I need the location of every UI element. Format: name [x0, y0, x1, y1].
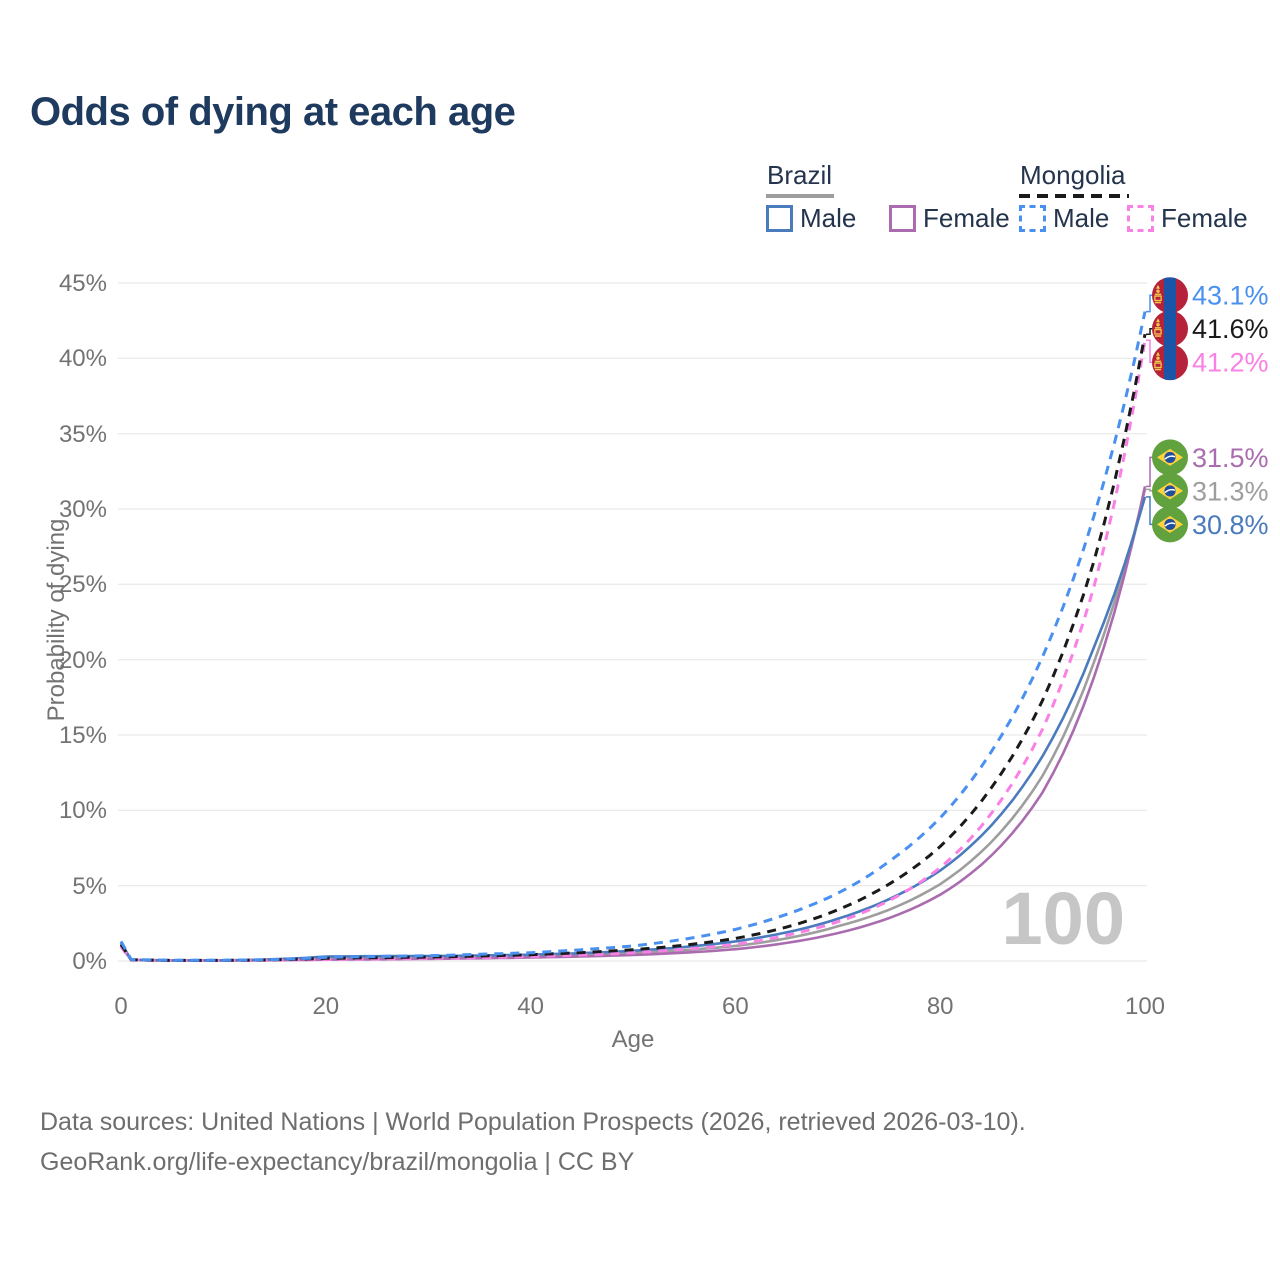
end-label-value-mongolia-total: 41.6% [1192, 314, 1269, 344]
end-label-connector [1146, 456, 1154, 488]
y-tick-label: 30% [58, 496, 107, 523]
legend-swatch [889, 205, 916, 232]
y-tick-label: 5% [72, 872, 107, 900]
mongolia-flag-icon [1152, 310, 1188, 347]
y-tick-label: 15% [58, 722, 107, 749]
mongolia-flag-icon [1152, 277, 1188, 314]
x-tick-label: 100 [1124, 993, 1166, 1020]
x-axis-title: Age [611, 1026, 655, 1053]
end-label-value-brazil-female: 31.5% [1192, 443, 1269, 473]
legend-item-brazil-male[interactable]: Male [766, 203, 856, 234]
series-line-brazil-total [119, 489, 1147, 962]
chart-title: Odds of dying at each age [30, 90, 516, 134]
x-tick-label: 20 [312, 993, 340, 1020]
legend-mongolia-line-style [1019, 194, 1129, 198]
legend-swatch [766, 205, 793, 232]
x-tick-label: 0 [114, 993, 128, 1020]
brazil-flag-icon [1152, 506, 1188, 543]
y-tick-label: 35% [58, 420, 107, 448]
legend-group-mongolia[interactable]: Mongolia [1020, 160, 1126, 190]
legend-swatch [1127, 205, 1154, 232]
legend-item-mongolia-female[interactable]: Female [1127, 203, 1248, 234]
y-tick-label: 45% [58, 270, 107, 297]
attribution-line: GeoRank.org/life-expectancy/brazil/mongo… [40, 1148, 635, 1176]
end-label-value-brazil-male: 30.8% [1192, 510, 1269, 540]
x-tick-label: 60 [722, 993, 749, 1020]
legend-group-brazil[interactable]: Brazil [767, 160, 833, 190]
y-tick-label: 20% [58, 646, 107, 674]
legend-item-label: Female [1161, 203, 1248, 233]
x-tick-label: 80 [926, 993, 954, 1020]
legend-item-label: Male [1053, 203, 1110, 233]
legend-item-label: Female [923, 203, 1010, 233]
y-tick-label: 10% [58, 797, 107, 825]
brazil-flag-icon [1152, 439, 1188, 476]
series-line-mongolia-male [119, 311, 1147, 962]
data-sources-line: Data sources: United Nations | World Pop… [40, 1108, 1026, 1136]
age-watermark: 100 [1001, 877, 1125, 960]
end-label-value-mongolia-female: 41.2% [1192, 348, 1269, 378]
end-label-value-brazil-total: 31.3% [1192, 476, 1269, 506]
y-tick-label: 40% [58, 345, 107, 373]
legend-item-mongolia-male[interactable]: Male [1019, 203, 1109, 234]
legend-item-brazil-female[interactable]: Female [889, 203, 1010, 234]
mongolia-flag-icon [1152, 344, 1188, 381]
y-tick-label: 25% [58, 571, 107, 599]
series-line-mongolia-total [119, 333, 1147, 962]
end-label-connector [1146, 496, 1154, 526]
y-axis-title: Probability of dying [43, 518, 70, 722]
end-label-connector [1146, 488, 1154, 492]
legend-item-label: Male [800, 203, 857, 233]
y-tick-label: 0% [72, 948, 107, 975]
legend-swatch [1019, 205, 1046, 232]
series-line-brazil-female [119, 486, 1147, 962]
brazil-flag-icon [1152, 472, 1188, 509]
series-line-brazil-male [119, 496, 1147, 962]
legend-brazil-line-style [766, 194, 834, 198]
x-tick-label: 40 [517, 993, 544, 1020]
end-label-value-mongolia-male: 43.1% [1192, 281, 1269, 311]
